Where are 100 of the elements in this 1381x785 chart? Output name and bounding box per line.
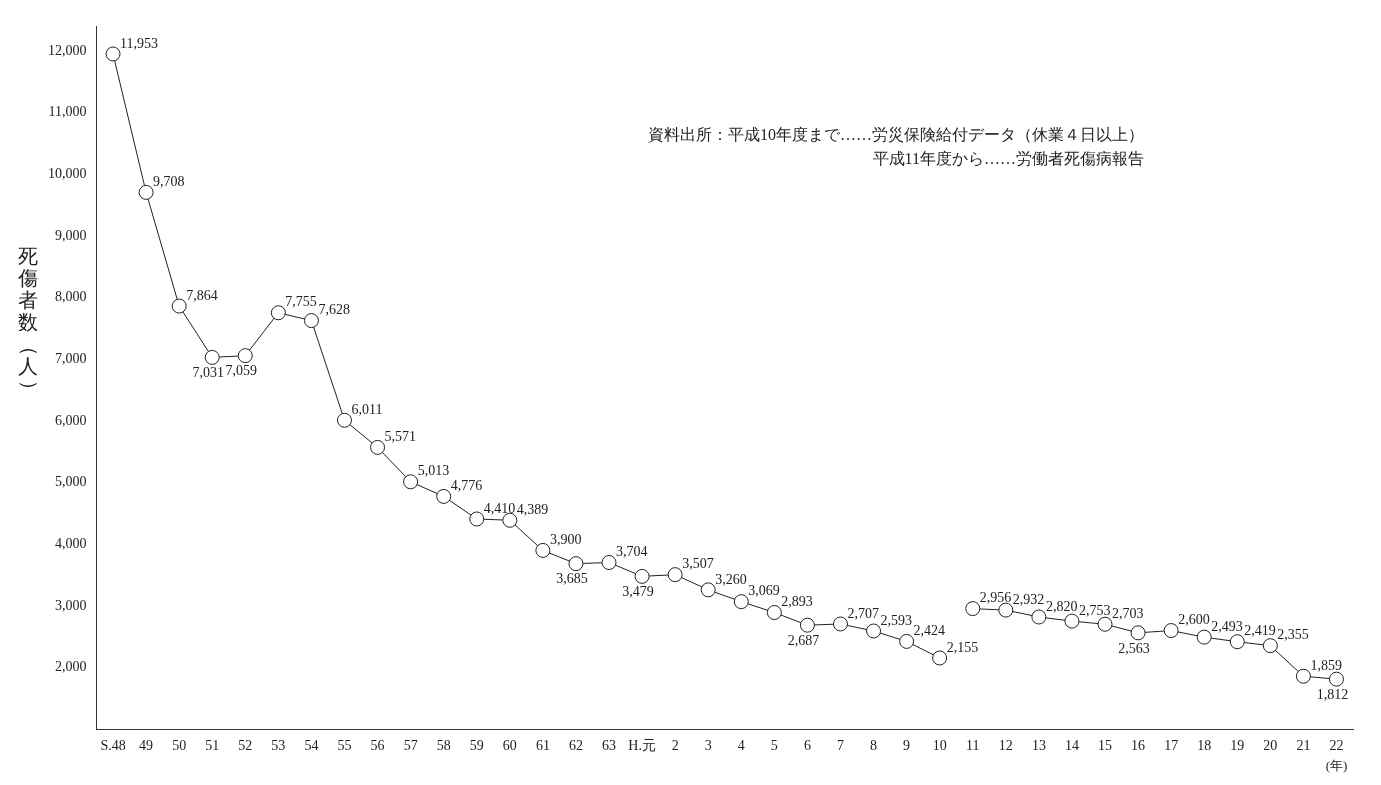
- y-tick-label: 3,000: [55, 597, 87, 613]
- x-tick-label: 14: [1064, 738, 1079, 754]
- point: [370, 439, 386, 455]
- point: [1097, 616, 1113, 632]
- point: [171, 298, 187, 314]
- point: [899, 633, 915, 649]
- data-label: 2,424: [913, 623, 946, 639]
- data-label: 2,707: [847, 605, 879, 621]
- x-tick-label: 3: [704, 738, 712, 754]
- point: [667, 567, 683, 583]
- y-tick-label: 2,000: [55, 659, 87, 675]
- data-label: 7,864: [186, 287, 218, 303]
- data-label: 3,900: [549, 532, 582, 548]
- x-tick-label: H.元: [628, 738, 656, 754]
- point: [700, 582, 716, 598]
- point: [204, 349, 220, 365]
- x-tick-label: 18: [1197, 738, 1212, 754]
- data-label: 2,703: [1112, 605, 1144, 621]
- x-tick-label: 8: [870, 738, 878, 754]
- y-tick-label: 6,000: [55, 412, 87, 428]
- data-label: 11,953: [120, 35, 159, 51]
- point: [105, 46, 121, 62]
- y-tick-label: 7,000: [55, 350, 87, 366]
- point: [866, 623, 882, 639]
- x-tick-label: 12: [998, 738, 1013, 754]
- data-label: 2,753: [1078, 602, 1111, 618]
- x-tick-label: 52: [238, 738, 253, 754]
- point: [932, 650, 948, 666]
- x-tick-label: 57: [403, 738, 418, 754]
- data-label: 7,628: [318, 302, 350, 318]
- x-tick-label: 13: [1031, 738, 1046, 754]
- x-tick-label: 54: [304, 738, 319, 754]
- y-tick-label: 9,000: [55, 227, 87, 243]
- data-label: 3,069: [748, 583, 780, 599]
- x-tick-label: 61: [535, 738, 550, 754]
- point: [1295, 668, 1311, 684]
- x-tick-label: 62: [568, 738, 583, 754]
- point: [766, 605, 782, 620]
- point: [1031, 609, 1047, 625]
- x-tick-label: 7: [836, 738, 844, 754]
- data-label: 5,571: [384, 429, 417, 445]
- data-label: 2,355: [1277, 627, 1309, 643]
- x-tick-label: 60: [502, 738, 517, 754]
- data-label: 3,704: [616, 544, 648, 560]
- x-tick-label: 22: [1329, 738, 1344, 754]
- data-label: 3,685: [556, 571, 588, 587]
- point: [237, 348, 253, 364]
- x-tick-label: 9: [903, 738, 911, 754]
- point: [1328, 671, 1344, 687]
- x-tick-label: 17: [1164, 738, 1179, 754]
- point: [1262, 638, 1278, 654]
- y-tick-label: 5,000: [55, 474, 87, 490]
- data-label: 2,956: [979, 590, 1012, 606]
- point: [535, 542, 551, 558]
- x-tick-label: 59: [469, 738, 484, 754]
- point: [138, 184, 154, 200]
- data-label: 3,507: [682, 556, 714, 572]
- x-tick-label: 55: [337, 738, 352, 754]
- y-tick-label: 8,000: [55, 289, 87, 305]
- point: [1130, 625, 1146, 641]
- point: [270, 305, 286, 321]
- data-label: 9,708: [153, 174, 185, 190]
- point: [733, 594, 749, 610]
- x-tick-label: 15: [1098, 738, 1113, 754]
- point: [469, 511, 485, 527]
- x-tick-label: 51: [205, 738, 220, 754]
- x-tick-label: 49: [139, 738, 154, 754]
- data-label: 4,389: [516, 501, 549, 517]
- data-label: 7,755: [285, 294, 317, 310]
- x-tick-label: 11: [966, 738, 980, 754]
- data-label: 4,410: [483, 500, 516, 516]
- y-tick-label: 11,000: [48, 104, 87, 120]
- point: [336, 412, 352, 428]
- data-label: 3,260: [715, 571, 747, 587]
- data-label: 3,479: [622, 584, 654, 600]
- data-label: 4,776: [450, 478, 483, 494]
- data-label: 6,011: [351, 401, 383, 417]
- y-axis-title: 死傷者数（人）: [17, 243, 42, 400]
- data-label: 2,600: [1178, 612, 1210, 628]
- x-tick-label: 4: [737, 738, 745, 754]
- x-tick-label: 2: [671, 738, 679, 754]
- point: [1163, 623, 1179, 639]
- x-tick-label: 21: [1296, 738, 1311, 754]
- point: [303, 313, 319, 329]
- data-label: 2,563: [1118, 640, 1150, 656]
- x-tick-label: 58: [436, 738, 451, 754]
- y-tick-label: 4,000: [55, 535, 87, 551]
- x-axis-title: (年): [1325, 757, 1348, 773]
- point: [601, 555, 617, 570]
- data-label: 5,013: [417, 463, 450, 479]
- data-label: 2,493: [1211, 618, 1243, 634]
- data-label: 2,932: [1012, 591, 1045, 607]
- data-label: 2,820: [1045, 598, 1078, 614]
- data-label: 2,893: [781, 594, 813, 610]
- point: [1196, 629, 1212, 645]
- annotation: 平成11年度から……労働者死傷病報告: [872, 150, 1144, 168]
- x-tick-label: 10: [932, 738, 947, 754]
- x-tick-label: 50: [172, 738, 187, 754]
- data-label: 2,593: [880, 612, 913, 628]
- x-tick-label: 56: [370, 738, 385, 754]
